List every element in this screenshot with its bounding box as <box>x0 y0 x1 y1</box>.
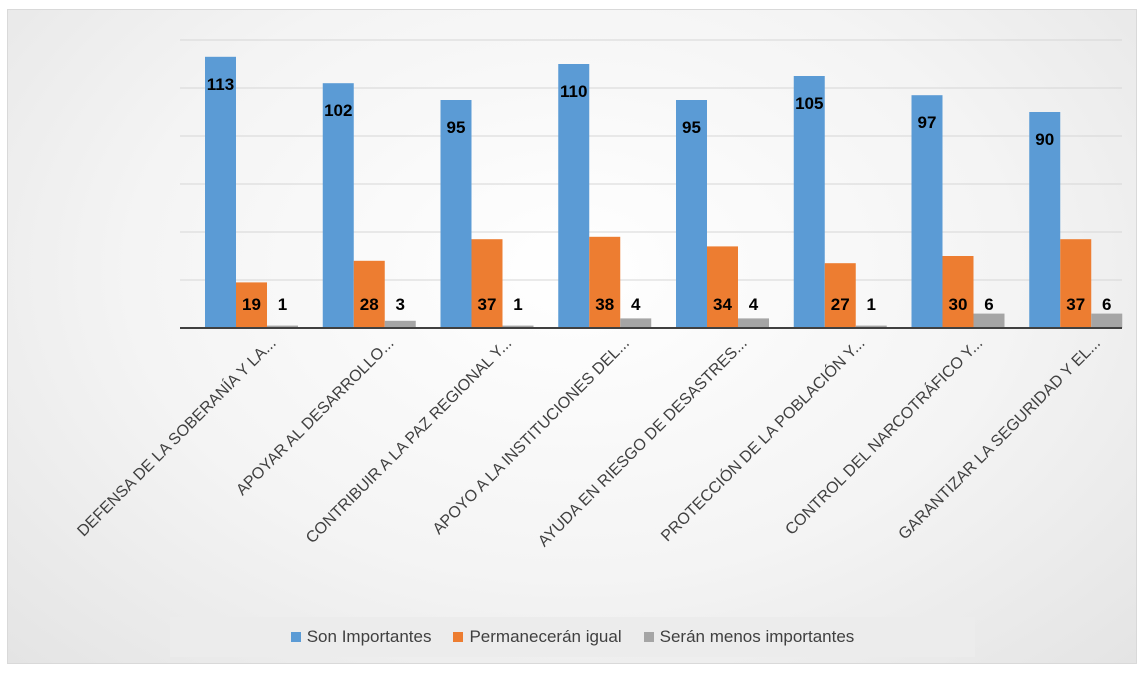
bar-son-importantes <box>793 76 825 328</box>
legend: Son Importantes Permanecerán igual Serán… <box>170 617 975 657</box>
data-label: 110 <box>560 82 587 101</box>
bar-son-importantes <box>440 100 472 328</box>
data-label: 30 <box>949 295 968 314</box>
data-label: 19 <box>242 295 261 314</box>
bar-seran-menos-importantes <box>738 318 769 328</box>
data-label: 4 <box>631 295 641 314</box>
data-label: 95 <box>447 118 466 137</box>
legend-item-seran-menos-importantes: Serán menos importantes <box>643 627 855 647</box>
bar-permaneceran-igual <box>236 282 267 328</box>
bar-seran-menos-importantes <box>267 325 298 328</box>
data-label: 1 <box>278 295 287 314</box>
data-label: 105 <box>795 94 823 113</box>
bar-seran-menos-importantes <box>502 325 534 328</box>
category-label: CONTROL DEL NARCOTRÁFICO Y... <box>781 333 986 538</box>
bar-permaneceran-igual <box>707 246 738 328</box>
bar-son-importantes <box>676 100 707 328</box>
bar-seran-menos-importantes <box>384 320 416 328</box>
bar-son-importantes <box>558 64 590 328</box>
category-label: APOYO A LA INSTITUCIONES DEL... <box>430 335 633 538</box>
data-label: 27 <box>831 295 850 314</box>
legend-swatch-orange <box>453 632 464 642</box>
bar-son-importantes <box>911 95 943 328</box>
data-label: 6 <box>984 295 993 314</box>
data-label: 97 <box>918 113 937 132</box>
category-label: CONTRIBUIR A LA PAZ REGIONAL Y... <box>303 335 515 547</box>
data-label: 38 <box>595 295 614 314</box>
bar-son-importantes <box>205 56 236 329</box>
category-label: PROTECCIÓN DE LA POBLACIÓN Y... <box>657 333 869 545</box>
category-label: GARANTIZAR LA SEGURIDAD Y EL... <box>896 335 1104 543</box>
legend-item-son-importantes: Son Importantes <box>290 627 432 647</box>
legend-label: Permanecerán igual <box>469 627 622 646</box>
data-label: 90 <box>1035 130 1054 149</box>
bar-permaneceran-igual <box>589 236 621 328</box>
bar-permaneceran-igual <box>1060 239 1092 328</box>
legend-swatch-gray <box>643 632 654 642</box>
bar-seran-menos-importantes <box>973 313 1005 328</box>
data-label: 4 <box>749 295 759 314</box>
bar-permaneceran-igual <box>824 263 856 328</box>
bar-seran-menos-importantes <box>620 318 652 328</box>
bar-permaneceran-igual <box>942 256 974 328</box>
data-label: 95 <box>682 118 701 137</box>
legend-label: Serán menos importantes <box>659 627 855 646</box>
data-label: 102 <box>324 101 352 120</box>
data-label: 1 <box>513 295 522 314</box>
bar-seran-menos-importantes <box>1091 313 1123 328</box>
category-label: AYUDA EN RIESGO DE DESASTRES... <box>535 335 751 551</box>
category-label: DEFENSA DE LA SOBERANÍA Y LA... <box>73 333 280 540</box>
bar-son-importantes <box>322 83 354 328</box>
data-label: 34 <box>713 295 732 314</box>
data-label: 37 <box>478 295 497 314</box>
data-label: 3 <box>396 295 405 314</box>
legend-label: Son Importantes <box>306 627 432 646</box>
data-label: 37 <box>1066 295 1085 314</box>
bar-permaneceran-igual <box>471 239 503 328</box>
legend-swatch-blue <box>290 632 301 642</box>
data-label: 1 <box>867 295 876 314</box>
bar-seran-menos-importantes <box>855 325 887 328</box>
data-label: 113 <box>207 75 234 94</box>
legend-item-permaneceran-igual: Permanecerán igual <box>453 627 622 647</box>
bar-son-importantes <box>1029 112 1061 328</box>
data-label: 28 <box>360 295 379 314</box>
data-label: 6 <box>1102 295 1111 314</box>
bar-permaneceran-igual <box>353 260 385 328</box>
